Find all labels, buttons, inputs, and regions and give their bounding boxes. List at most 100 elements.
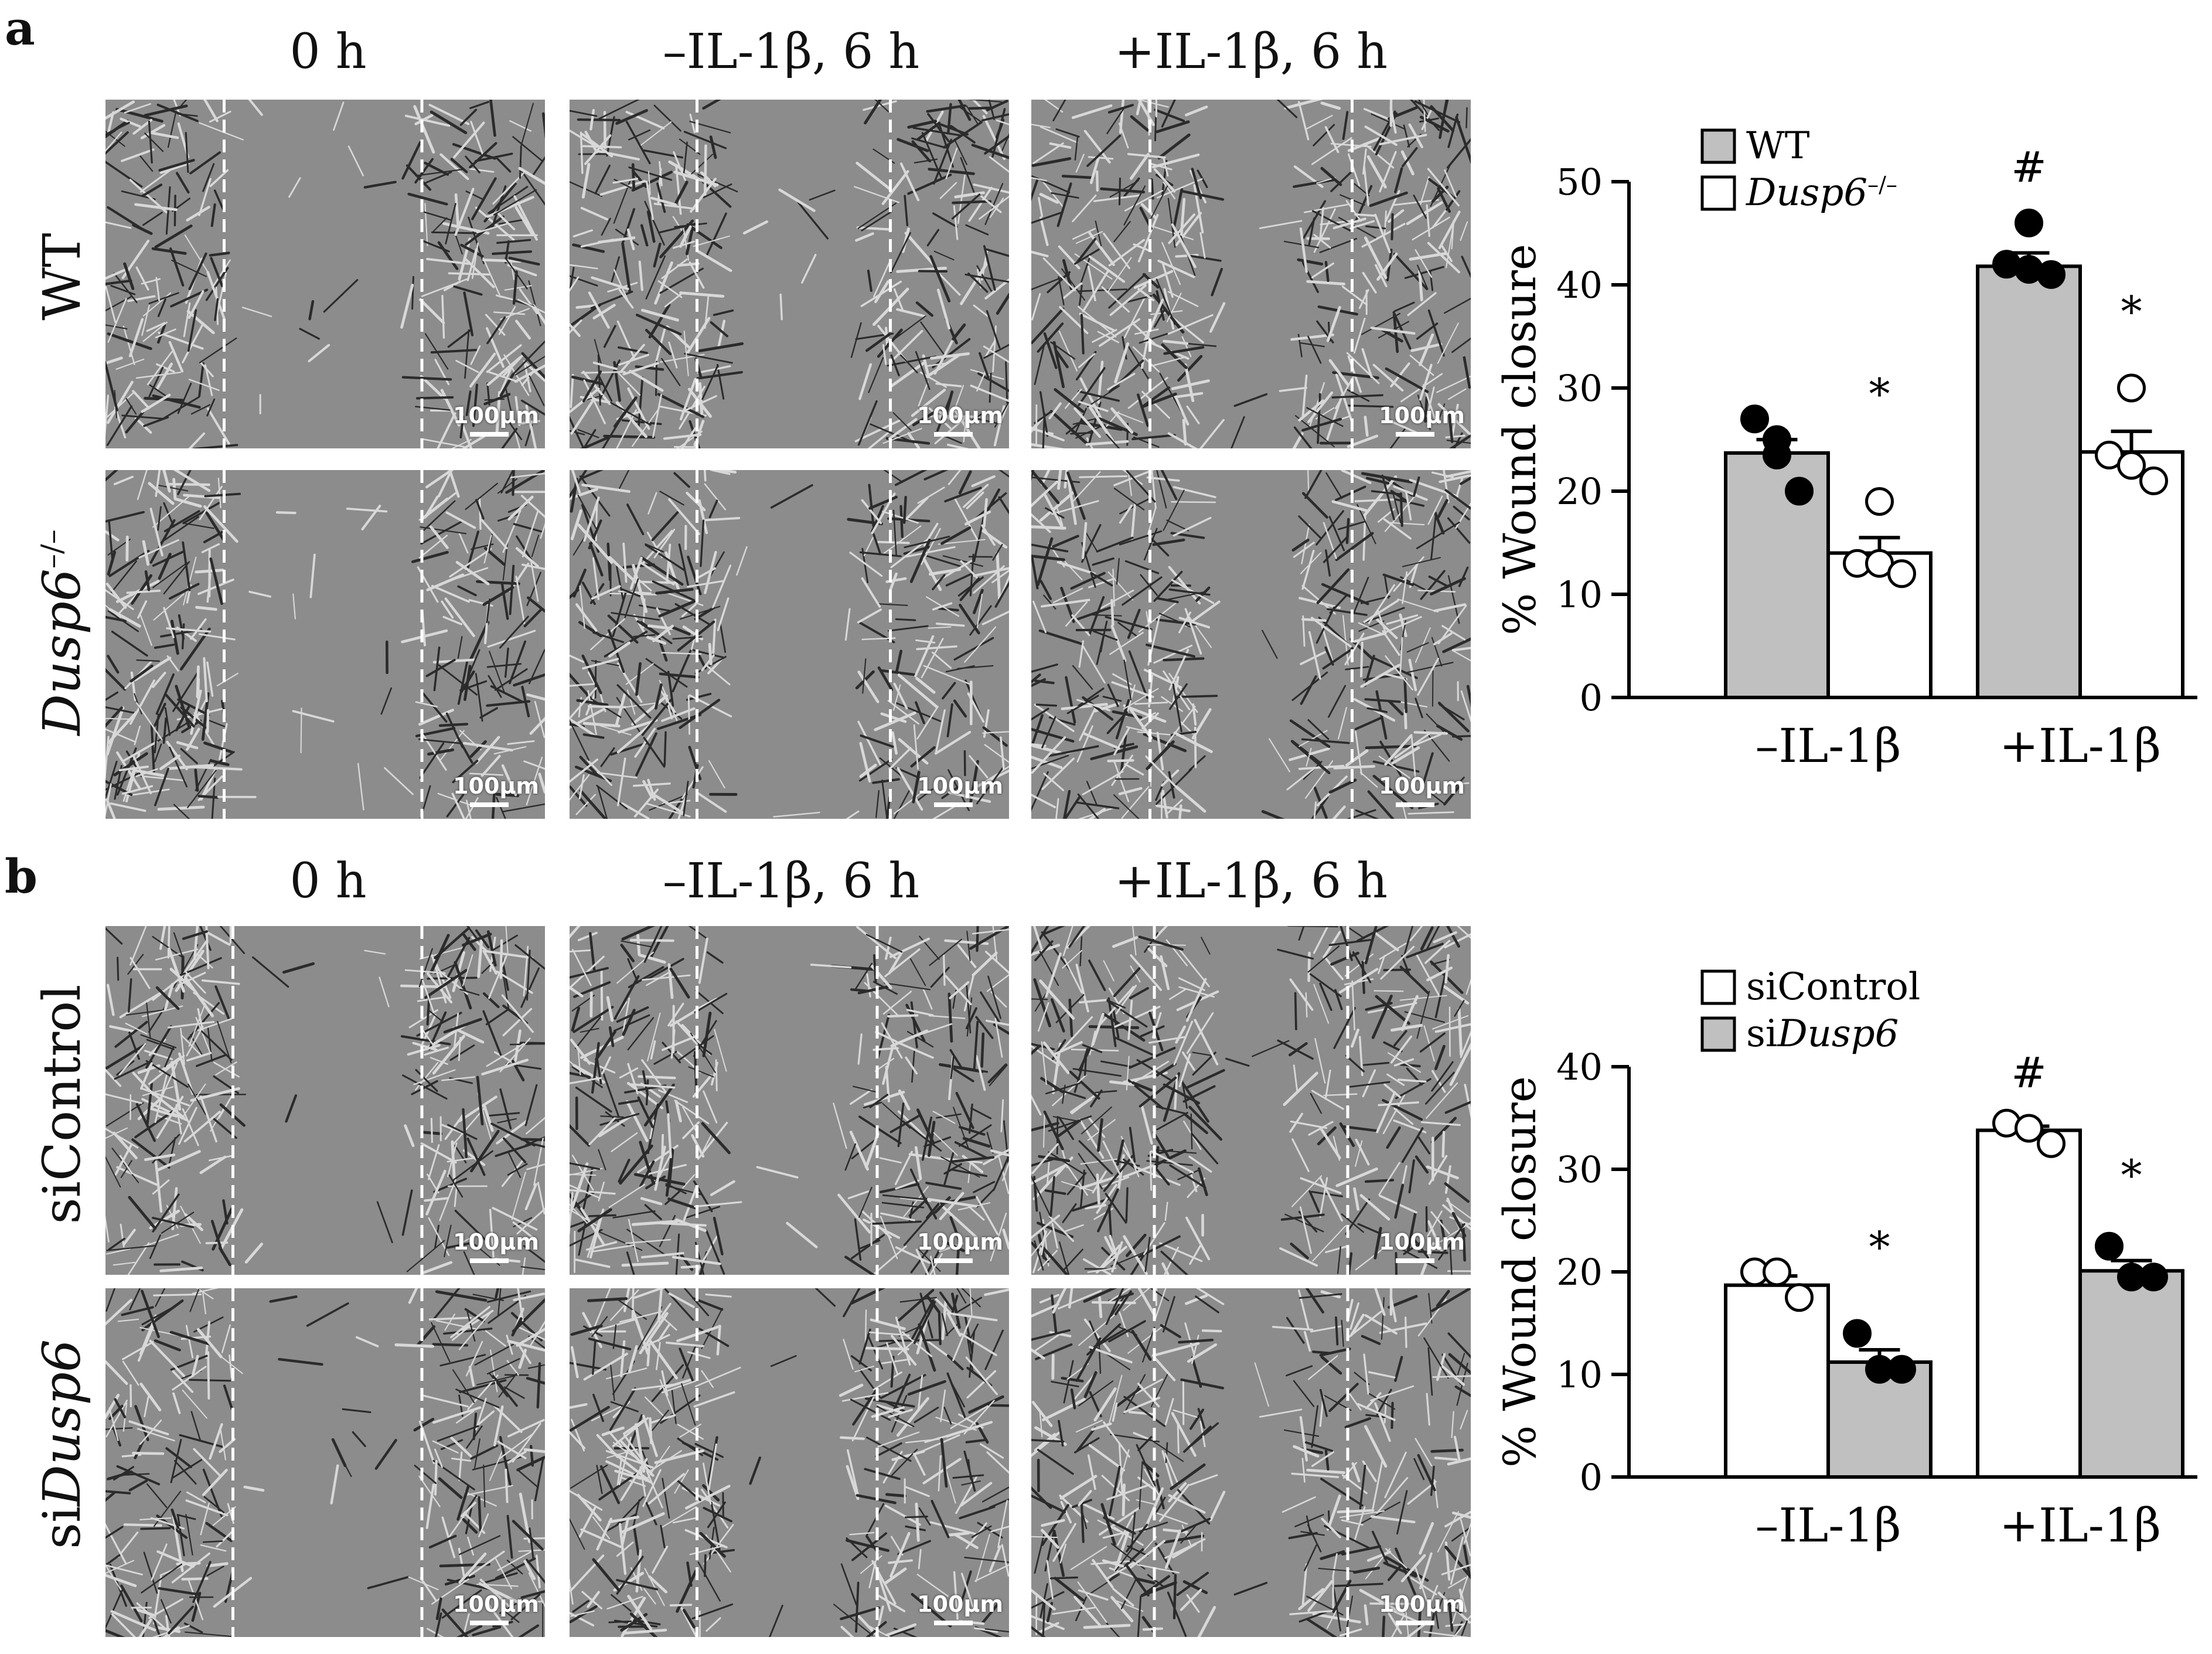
bar-1-0: [1976, 1128, 2082, 1479]
scale-bar: [470, 1258, 509, 1263]
micrograph-tile: 100μm: [105, 100, 545, 448]
cell-texture: [105, 1288, 545, 1637]
micrograph-tile: 100μm: [1031, 1288, 1471, 1637]
column-header-plus-il1b-b: +IL-1β, 6 h: [1114, 853, 1388, 909]
scale-bar-label: 100μm: [1379, 1591, 1465, 1617]
cell-texture: [570, 1288, 1009, 1637]
cell-texture: [1031, 100, 1471, 448]
cell-texture: [570, 100, 1009, 448]
legend-label: WT: [1746, 124, 1810, 168]
data-point: [2117, 451, 2146, 480]
data-point: [1763, 440, 1791, 469]
y-tick-label: 10: [1556, 573, 1603, 616]
scale-bar-label: 100μm: [917, 1591, 1003, 1617]
micrograph-image: [570, 470, 1009, 819]
scale-bar: [1396, 1258, 1434, 1263]
y-tick-label: 10: [1556, 1353, 1603, 1396]
y-tick-label: 20: [1556, 470, 1603, 513]
y-tick-label: 40: [1556, 264, 1603, 307]
scale-bar: [934, 1258, 973, 1263]
micrograph-tile: 100μm: [570, 100, 1009, 448]
micrograph-image: [105, 470, 545, 819]
micrograph-image: [105, 926, 545, 1275]
row-label-dusp6-ko: Dusp6–/–: [32, 529, 92, 736]
y-tick-label: 30: [1556, 367, 1603, 410]
data-point: [2015, 208, 2043, 237]
bar-0-0: [1724, 1283, 1830, 1479]
row-label-wt: WT: [32, 233, 92, 321]
micrograph-tile: 100μm: [1031, 470, 1471, 819]
panel-letter-a: a: [5, 1, 35, 56]
significance-mark: *: [1869, 1223, 1890, 1272]
micrograph-tile: 100μm: [105, 470, 545, 819]
micrograph-background: [570, 100, 1009, 448]
legend-swatch: [1700, 1016, 1736, 1052]
data-point: [2095, 1231, 2124, 1261]
significance-mark: #: [2011, 1048, 2046, 1097]
micrograph-image: [570, 100, 1009, 448]
cell-texture: [1031, 470, 1471, 819]
cell-texture: [1031, 926, 1471, 1275]
scale-bar-label: 100μm: [453, 1591, 539, 1617]
panel-letter-b: b: [5, 849, 38, 904]
micrograph-tile: 100μm: [570, 470, 1009, 819]
micrograph-image: [1031, 470, 1471, 819]
micrograph-image: [1031, 100, 1471, 448]
scale-bar-label: 100μm: [453, 403, 539, 428]
micrograph-image: [570, 1288, 1009, 1637]
bar-1-1: [2078, 450, 2184, 699]
data-point: [2015, 1114, 2043, 1143]
data-point: [2139, 466, 2168, 495]
column-header-plus-il1b-a: +IL-1β, 6 h: [1114, 24, 1388, 80]
scale-bar: [470, 802, 509, 807]
scale-bar-label: 100μm: [453, 1229, 539, 1255]
data-point: [1763, 1257, 1791, 1287]
y-axis-label: % Wound closure: [1494, 244, 1546, 635]
bar-1-0: [1976, 264, 2082, 699]
legend-swatch: [1700, 175, 1736, 211]
legend-swatch: [1700, 969, 1736, 1005]
y-tick-label: 40: [1556, 1046, 1603, 1088]
data-point: [1740, 404, 1769, 434]
micrograph-image: [570, 926, 1009, 1275]
y-tick-label: 20: [1556, 1251, 1603, 1294]
micrograph-image: [105, 1288, 545, 1637]
column-header-0h-a: 0 h: [289, 24, 367, 80]
bar-1-1: [2078, 1269, 2184, 1479]
cell-texture: [105, 926, 545, 1275]
cell-texture: [570, 470, 1009, 819]
scale-bar: [470, 1621, 509, 1625]
y-tick-label: 0: [1580, 676, 1603, 719]
data-point: [1843, 1319, 1872, 1348]
micrograph-tile: 100μm: [1031, 100, 1471, 448]
data-point: [1865, 487, 1894, 516]
column-header-minus-il1b-a: –IL-1β, 6 h: [662, 24, 920, 80]
micrograph-tile: 100μm: [570, 1288, 1009, 1637]
y-tick-label: 0: [1580, 1456, 1603, 1499]
bar-chart-b: 0 10 20 30 40% Wound closure –IL-1β +IL-1β * # * s…: [1494, 965, 2197, 1553]
cell-texture: [1031, 1288, 1471, 1637]
scale-bar: [934, 802, 973, 807]
scale-bar: [934, 432, 973, 437]
row-label-sidusp6: siDusp6: [32, 1339, 92, 1550]
bar-chart-a: 0 10 20 30 40 50% Wound closure –IL-1β +IL-1β * #…: [1494, 124, 2197, 773]
cell-texture: [570, 926, 1009, 1275]
x-tick-label: –IL-1β: [1756, 719, 1901, 773]
legend-label: siControl: [1746, 965, 1920, 1009]
scale-bar: [1396, 1621, 1434, 1625]
scale-bar: [934, 1621, 973, 1625]
scale-bar-label: 100μm: [917, 403, 1003, 428]
legend-label: siDusp6: [1746, 1012, 1899, 1056]
micrograph-tile: 100μm: [570, 926, 1009, 1275]
data-point: [2139, 1262, 2168, 1292]
scale-bar-label: 100μm: [1379, 1229, 1465, 1255]
scale-bar-label: 100μm: [917, 1229, 1003, 1255]
data-point: [1887, 559, 1916, 588]
cell-texture: [105, 470, 545, 819]
micrograph-background: [1031, 470, 1471, 819]
column-header-minus-il1b-b: –IL-1β, 6 h: [662, 853, 920, 909]
scale-bar-label: 100μm: [1379, 403, 1465, 428]
significance-mark: *: [2121, 287, 2142, 336]
data-point: [2037, 1129, 2066, 1158]
scale-bar-label: 100μm: [453, 773, 539, 799]
